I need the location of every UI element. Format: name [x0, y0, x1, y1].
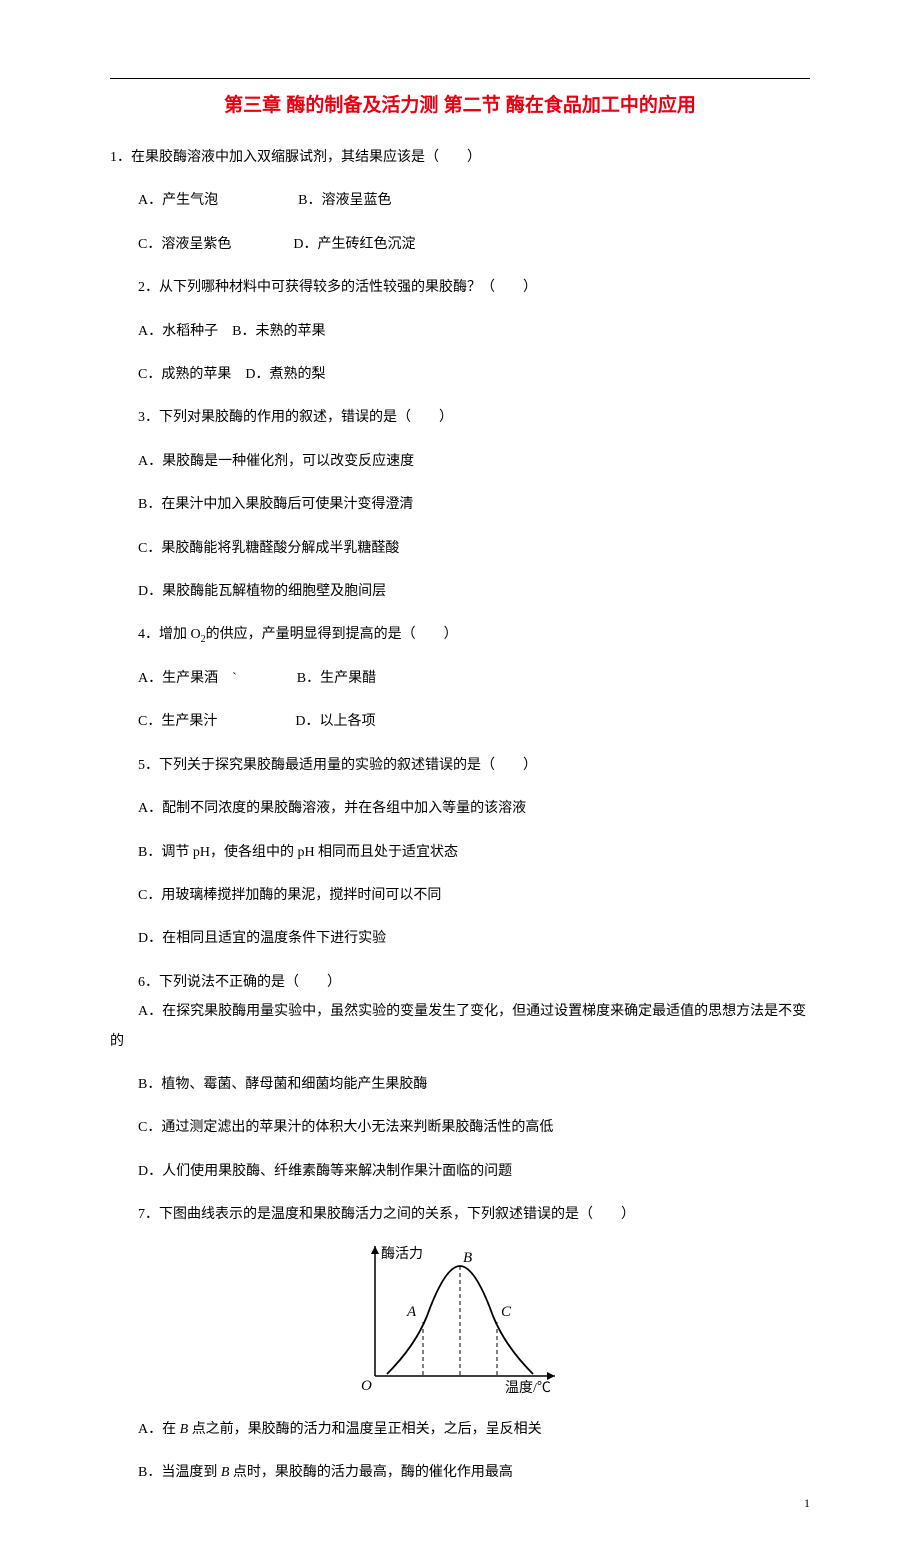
q1-opts-row1: A．产生气泡 B．溶液呈蓝色	[110, 186, 810, 215]
q5-opt-a: A．配制不同浓度的果胶酶溶液，并在各组中加入等量的该溶液	[110, 794, 810, 823]
q7-b-b: B	[221, 1465, 230, 1480]
q2-opt-c: C．成熟的苹果	[138, 367, 231, 382]
q6-stem: 6．下列说法不正确的是（ ）	[110, 968, 810, 997]
q4-opt-b: B．生产果醋	[297, 671, 376, 686]
q1-opt-a: A．产生气泡	[138, 193, 218, 208]
q3-opt-a: A．果胶酶是一种催化剂，可以改变反应速度	[110, 447, 810, 476]
svg-text:O: O	[361, 1378, 372, 1394]
q2-stem: 2．从下列哪种材料中可获得较多的活性较强的果胶酶？（ ）	[110, 273, 810, 302]
q2-opt-a: A．水稻种子	[138, 324, 218, 339]
q3-opt-c: C．果胶酶能将乳糖醛酸分解成半乳糖醛酸	[110, 534, 810, 563]
q6-opt-c: C．通过测定滤出的苹果汁的体积大小无法来判断果胶酶活性的高低	[110, 1113, 810, 1142]
q6-opt-a-text: A．在探究果胶酶用量实验中，虽然实验的变量发生了变化，但通过设置梯度来确定最适值…	[110, 1004, 806, 1048]
q5-opt-d: D．在相同且适宜的温度条件下进行实验	[110, 924, 810, 953]
q2-opts-row1: A．水稻种子 B．未熟的苹果	[110, 317, 810, 346]
svg-text:温度/℃: 温度/℃	[505, 1380, 551, 1396]
q7-opt-b: B．当温度到 B 点时，果胶酶的活力最高，酶的催化作用最高	[110, 1458, 810, 1487]
q7-stem: 7．下图曲线表示的是温度和果胶酶活力之间的关系，下列叙述错误的是（ ）	[110, 1200, 810, 1229]
enzyme-activity-chart: 酶活力温度/℃ O A B C	[110, 1236, 810, 1401]
q5-stem: 5．下列关于探究果胶酶最适用量的实验的叙述错误的是（ ）	[110, 751, 810, 780]
page-number: 1	[804, 1496, 810, 1511]
q7-a-post: 点之前，果胶酶的活力和温度呈正相关，之后，呈反相关	[188, 1422, 542, 1437]
q4-opt-c: C．生产果汁	[138, 714, 217, 729]
q7-a-b: B	[180, 1422, 189, 1437]
header-rule	[110, 78, 810, 79]
q4-stem: 4．增加 O2的供应，产量明显得到提高的是（ ）	[110, 620, 810, 650]
page: 第三章 酶的制备及活力测 第二节 酶在食品加工中的应用 1．在果胶酶溶液中加入双…	[0, 0, 920, 1541]
q7-opt-a: A．在 B 点之前，果胶酶的活力和温度呈正相关，之后，呈反相关	[110, 1415, 810, 1444]
q7-b-post: 点时，果胶酶的活力最高，酶的催化作用最高	[229, 1465, 513, 1480]
q4-opts-row1: A．生产果酒 ` B．生产果醋	[110, 664, 810, 693]
chart-svg: 酶活力温度/℃ O A B C	[345, 1236, 575, 1396]
q4-opt-a: A．生产果酒 `	[138, 671, 237, 686]
q2-opt-b: B．未熟的苹果	[232, 324, 325, 339]
q2-opts-row2: C．成熟的苹果 D．煮熟的梨	[110, 360, 810, 389]
q5-opt-b: B．调节 pH，使各组中的 pH 相同而且处于适宜状态	[110, 838, 810, 867]
q6-opt-a: A．在探究果胶酶用量实验中，虽然实验的变量发生了变化，但通过设置梯度来确定最适值…	[110, 997, 810, 1056]
q4-stem-pre: 4．增加 O	[138, 627, 201, 642]
q1-opt-d: D．产生砖红色沉淀	[293, 237, 415, 252]
svg-text:A: A	[406, 1304, 417, 1320]
chapter-title: 第三章 酶的制备及活力测 第二节 酶在食品加工中的应用	[110, 90, 810, 117]
q6-opt-b: B．植物、霉菌、酵母菌和细菌均能产生果胶酶	[110, 1070, 810, 1099]
q4-stem-post: 的供应，产量明显得到提高的是（ ）	[206, 627, 458, 642]
q2-opt-d: D．煮熟的梨	[245, 367, 325, 382]
svg-text:C: C	[501, 1304, 512, 1320]
svg-text:B: B	[463, 1250, 472, 1266]
q1-opts-row2: C．溶液呈紫色 D．产生砖红色沉淀	[110, 230, 810, 259]
q4-opt-d: D．以上各项	[295, 714, 375, 729]
q4-opts-row2: C．生产果汁 D．以上各项	[110, 707, 810, 736]
q1-stem: 1．在果胶酶溶液中加入双缩脲试剂，其结果应该是（ ）	[110, 143, 810, 172]
q5-opt-c: C．用玻璃棒搅拌加酶的果泥，搅拌时间可以不同	[110, 881, 810, 910]
q1-opt-b: B．溶液呈蓝色	[298, 193, 391, 208]
q3-opt-d: D．果胶酶能瓦解植物的细胞壁及胞间层	[110, 577, 810, 606]
svg-text:酶活力: 酶活力	[381, 1246, 423, 1262]
q7-b-pre: B．当温度到	[138, 1465, 221, 1480]
q7-a-pre: A．在	[138, 1422, 180, 1437]
q3-opt-b: B．在果汁中加入果胶酶后可使果汁变得澄清	[110, 490, 810, 519]
q1-opt-c: C．溶液呈紫色	[138, 237, 231, 252]
q3-stem: 3．下列对果胶酶的作用的叙述，错误的是（ ）	[110, 403, 810, 432]
q6-opt-d: D．人们使用果胶酶、纤维素酶等来解决制作果汁面临的问题	[110, 1157, 810, 1186]
